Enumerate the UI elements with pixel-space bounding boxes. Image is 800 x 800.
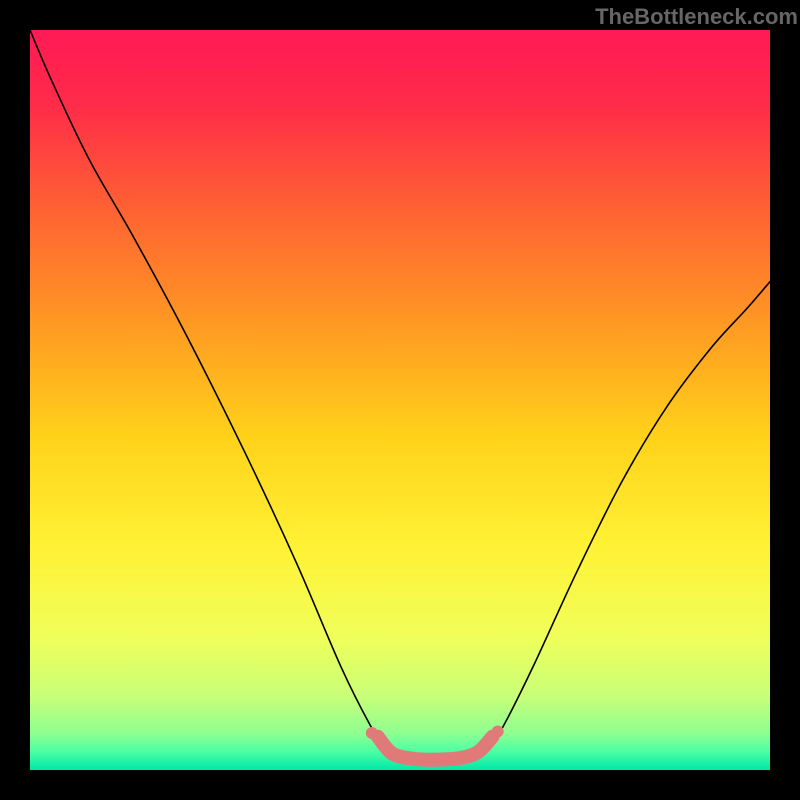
watermark-text: TheBottleneck.com <box>595 4 798 30</box>
gradient-background <box>30 30 770 770</box>
range-endpoint-dot <box>492 726 504 738</box>
plot-svg <box>30 30 770 770</box>
range-endpoint-dot <box>366 727 378 739</box>
plot-area <box>30 30 770 770</box>
